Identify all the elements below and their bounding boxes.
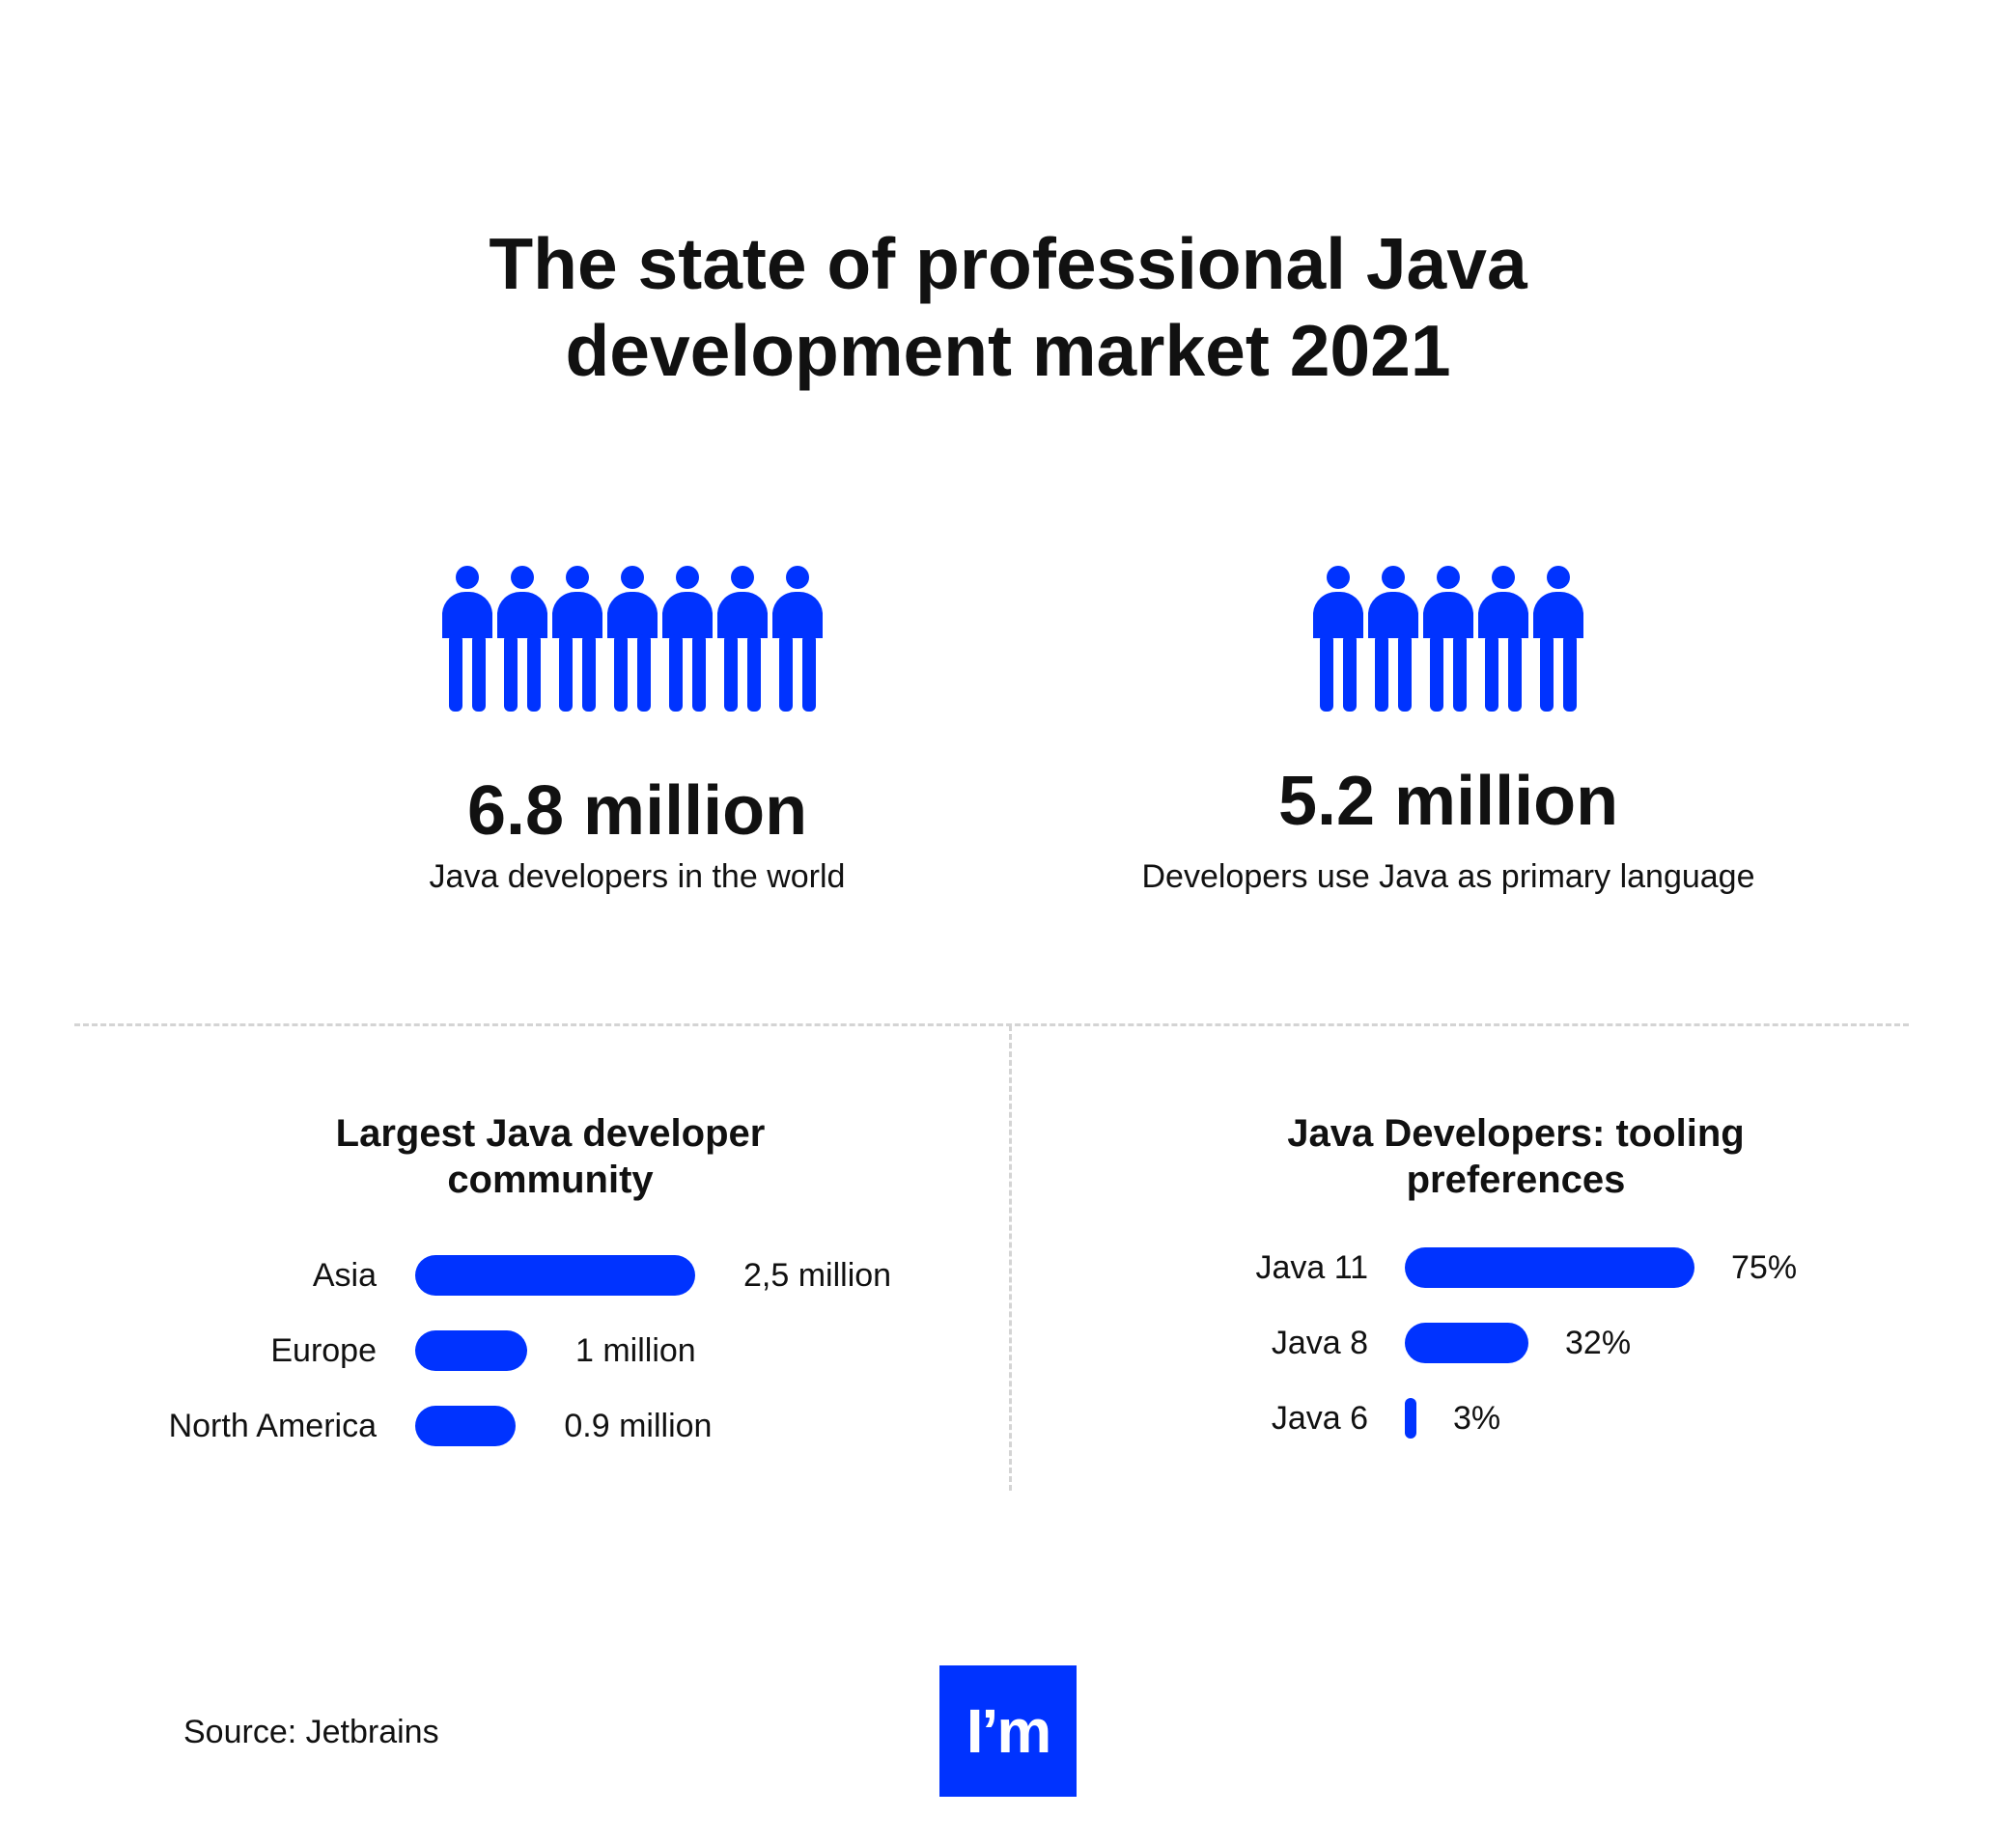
bar-value-label: 75% — [1731, 1249, 1798, 1286]
bar — [1405, 1323, 1528, 1363]
community-bar-chart: Asia 2,5 million Europe 1 million North Amer… — [0, 1255, 1004, 1487]
stat-label: Java developers in the world — [429, 858, 846, 895]
person-icon — [717, 566, 768, 712]
person-icon — [772, 566, 823, 712]
bar-category-label: Java 6 — [1271, 1400, 1368, 1437]
bar-category-label: North America — [168, 1408, 377, 1444]
bar-category-label: Java 11 — [1255, 1249, 1368, 1286]
tooling-bar-chart: Java 11 75% Java 8 32% Java 6 3% — [1014, 1247, 2016, 1479]
horizontal-divider — [74, 1023, 1909, 1026]
page-title: The state of professional Java developme… — [489, 223, 1527, 391]
bar-value-label: 32% — [1565, 1325, 1632, 1361]
bar — [415, 1255, 695, 1296]
stat-value: 5.2 million — [1277, 763, 1619, 840]
chart-title: Java Developers: tooling preferences — [1287, 1112, 1745, 1201]
vertical-divider — [1009, 1025, 1012, 1491]
person-icon — [1533, 566, 1583, 712]
bar-category-label: Asia — [312, 1257, 377, 1294]
person-icon — [1368, 566, 1418, 712]
people-icon-group — [442, 566, 823, 712]
person-icon — [1313, 566, 1363, 712]
source-note: Source: Jetbrains — [183, 1714, 439, 1750]
person-icon — [607, 566, 658, 712]
person-icon — [662, 566, 713, 712]
bar-value-label: 3% — [1453, 1400, 1501, 1437]
chart-title: Largest Java developer community — [335, 1112, 766, 1201]
person-icon — [552, 566, 602, 712]
stat-label: Developers use Java as primary language — [1141, 858, 1755, 895]
person-icon — [442, 566, 492, 712]
person-icon — [497, 566, 547, 712]
person-icon — [1478, 566, 1528, 712]
bar — [415, 1406, 517, 1446]
bar-category-label: Java 8 — [1271, 1325, 1368, 1361]
person-icon — [1423, 566, 1473, 712]
bar-value-label: 1 million — [575, 1332, 696, 1369]
people-icon-group — [1313, 566, 1583, 712]
bar-value-label: 2,5 million — [743, 1257, 892, 1294]
brand-logo: I’m — [939, 1665, 1077, 1797]
bar — [1405, 1247, 1694, 1288]
bar — [1405, 1398, 1416, 1439]
bar — [415, 1330, 527, 1371]
stat-value: 6.8 million — [466, 772, 808, 850]
bar-category-label: Europe — [270, 1332, 377, 1369]
bar-value-label: 0.9 million — [564, 1408, 713, 1444]
